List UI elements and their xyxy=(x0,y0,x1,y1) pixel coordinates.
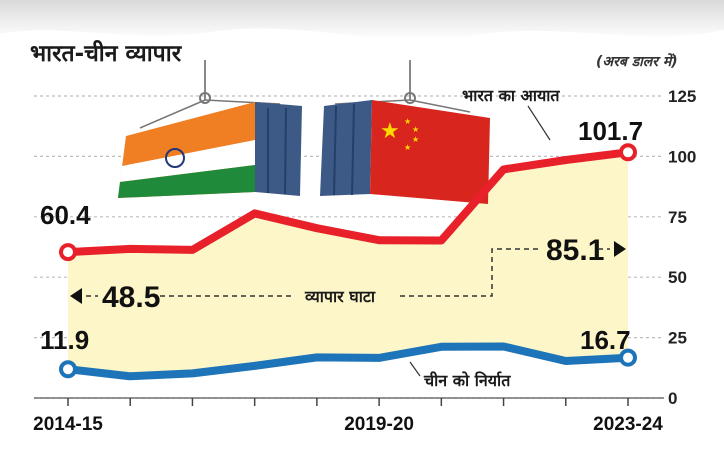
china-flag-container: ★ ★ ★ ★ ★ xyxy=(320,100,490,204)
chart-title: भारत-चीन व्यापार xyxy=(30,39,183,67)
china-flag-star-icon: ★ xyxy=(380,119,400,144)
series-endpoint-marker xyxy=(59,360,77,379)
arrow-right-icon xyxy=(614,241,626,257)
deficit-annotation: 48.5 व्यापार घाटा 85.1 xyxy=(70,234,626,314)
y-tick-label: 75 xyxy=(668,208,687,227)
deficit-dashed-line xyxy=(160,248,540,297)
series-line-china-exports xyxy=(64,342,632,381)
svg-text:★: ★ xyxy=(404,117,411,126)
crane-hook-icon xyxy=(404,92,416,104)
y-tick-label: 25 xyxy=(668,329,687,348)
deficit-start-value: 48.5 xyxy=(102,281,160,314)
series-endpoint-marker xyxy=(619,143,637,162)
india-flag-container xyxy=(118,102,302,198)
y-axis-ticks: 0 25 50 75 100 125 xyxy=(668,87,696,408)
ashoka-chakra-icon xyxy=(165,148,185,168)
crane-hook-icon xyxy=(199,92,211,104)
x-axis-ticks: 2014-15 2019-20 2023-24 xyxy=(33,397,664,435)
y-tick-label: 100 xyxy=(668,147,696,166)
series-endpoint-marker xyxy=(59,243,77,262)
export-start-label: 11.9 xyxy=(40,325,89,355)
x-tick-label: 2023-24 xyxy=(593,414,663,435)
export-series-label: चीन को निर्यात xyxy=(423,371,511,390)
series-markers xyxy=(59,143,637,379)
x-tick-label: 2019-20 xyxy=(344,414,414,435)
series-line-india-imports xyxy=(64,148,632,257)
svg-text:★: ★ xyxy=(412,135,419,144)
x-tick-label: 2014-15 xyxy=(33,414,103,435)
export-end-label: 16.7 xyxy=(580,325,631,355)
trade-deficit-area xyxy=(68,152,628,377)
arrow-left-icon xyxy=(70,288,82,304)
svg-text:★: ★ xyxy=(412,125,419,134)
deficit-label: व्यापार घाटा xyxy=(304,287,376,306)
y-tick-label: 125 xyxy=(668,87,696,106)
import-series-label: भारत का आयात xyxy=(462,86,560,105)
unit-label: (अरब डालर में) xyxy=(596,53,678,70)
map-background xyxy=(0,0,724,40)
svg-text:★: ★ xyxy=(404,143,411,152)
deficit-end-value: 85.1 xyxy=(546,234,604,267)
import-start-label: 60.4 xyxy=(40,200,91,230)
y-tick-label: 50 xyxy=(668,268,687,287)
y-tick-label: 0 xyxy=(668,389,677,408)
import-leader-line xyxy=(527,105,551,141)
series-endpoint-marker xyxy=(619,348,637,367)
import-end-label: 101.7 xyxy=(578,116,643,146)
export-leader-line xyxy=(409,361,421,377)
container-illustration: ★ ★ ★ ★ ★ xyxy=(118,60,490,204)
